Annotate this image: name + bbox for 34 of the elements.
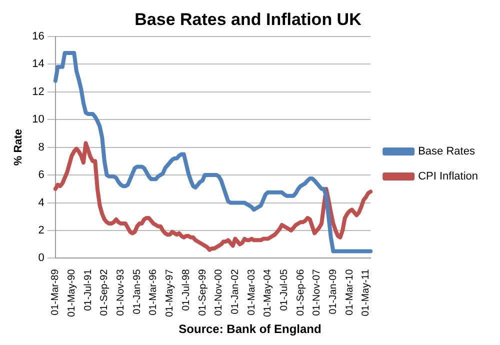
y-tick-label: 2: [38, 224, 44, 237]
y-tick-label: 8: [38, 141, 44, 154]
x-tick-label: 01-Sep-06: [295, 268, 306, 316]
x-tick-label: 01-Mar-89: [50, 268, 62, 316]
x-tick-label: 01-Mar-03: [246, 268, 258, 316]
x-tick-label: 01-Jul-05: [278, 268, 290, 311]
x-tick-label: 01-Nov-07: [312, 268, 323, 316]
x-tick-label: 01-Jul-91: [82, 268, 94, 311]
legend-label: Base Rates: [418, 146, 476, 158]
y-tick-label: 12: [32, 86, 44, 98]
y-tick-label: 10: [32, 114, 44, 126]
source-note: Source: Bank of England: [178, 322, 322, 336]
y-tick-label: 0: [38, 252, 44, 264]
x-tick-label: 01-May-90: [66, 268, 78, 318]
x-tick-label: 01-Mar-10: [344, 268, 356, 316]
x-tick-label: 01-Sep-99: [197, 268, 208, 316]
x-tick-label: 01-Jan-09: [328, 268, 339, 314]
x-tick-label: 01-Sep-92: [99, 268, 110, 316]
y-axis-title: % Rate: [12, 128, 25, 166]
x-tick-label: 01-Nov-93: [116, 268, 127, 316]
y-tick-label: 14: [32, 58, 44, 70]
legend-label: CPI Inflation: [418, 170, 478, 183]
y-tick-label: 16: [32, 30, 44, 42]
x-tick-label: 01-May-97: [164, 268, 176, 318]
x-tick-label: 01-Jan-95: [132, 268, 143, 314]
x-tick-label: 01-Nov-00: [214, 268, 225, 316]
x-tick-label: 01-Mar-96: [148, 268, 160, 316]
x-tick-label: 01-May-11: [360, 268, 372, 316]
chart-title: Base Rates and Inflation UK: [134, 10, 362, 29]
x-tick-label: 01-Jul-98: [180, 268, 192, 311]
y-tick-label: 6: [38, 169, 44, 182]
x-tick-label: 01-May-04: [262, 268, 274, 318]
y-tick-label: 4: [38, 196, 44, 209]
x-tick-label: 01-Jan-02: [230, 268, 241, 314]
